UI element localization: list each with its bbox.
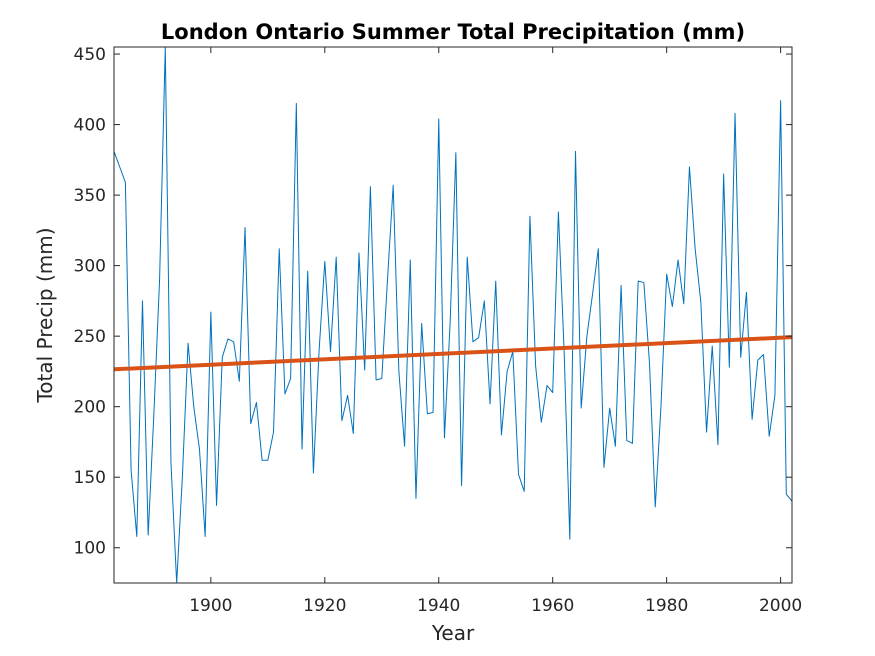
chart-title: London Ontario Summer Total Precipitatio… xyxy=(161,20,745,44)
y-tick-label: 100 xyxy=(74,539,106,559)
x-tick-label: 1900 xyxy=(189,596,232,616)
x-tick-label: 1940 xyxy=(417,596,460,616)
x-tick-label: 1920 xyxy=(303,596,346,616)
y-tick-label: 150 xyxy=(74,468,106,488)
x-tick-label: 1980 xyxy=(645,596,688,616)
precip-series-line xyxy=(114,47,792,583)
series-group xyxy=(114,47,792,583)
x-axis-label: Year xyxy=(431,621,475,645)
plot-area xyxy=(113,46,793,584)
y-axis-label: Total Precip (mm) xyxy=(33,227,57,403)
plot-background xyxy=(114,47,792,583)
trend-line xyxy=(114,335,792,372)
y-tick-label: 250 xyxy=(74,327,106,347)
y-axis-ticks: 100 150 200 250 300 350 400 450 xyxy=(74,45,792,559)
x-tick-label: 1960 xyxy=(531,596,574,616)
y-tick-label: 200 xyxy=(74,398,106,418)
y-tick-label: 350 xyxy=(74,186,106,206)
axes-box xyxy=(113,46,793,584)
x-tick-label: 2000 xyxy=(759,596,802,616)
y-tick-label: 400 xyxy=(74,116,106,136)
y-tick-label: 450 xyxy=(74,45,106,65)
y-tick-label: 300 xyxy=(74,257,106,277)
x-axis-ticks: 1900 1920 1940 1960 1980 2000 xyxy=(189,47,802,616)
